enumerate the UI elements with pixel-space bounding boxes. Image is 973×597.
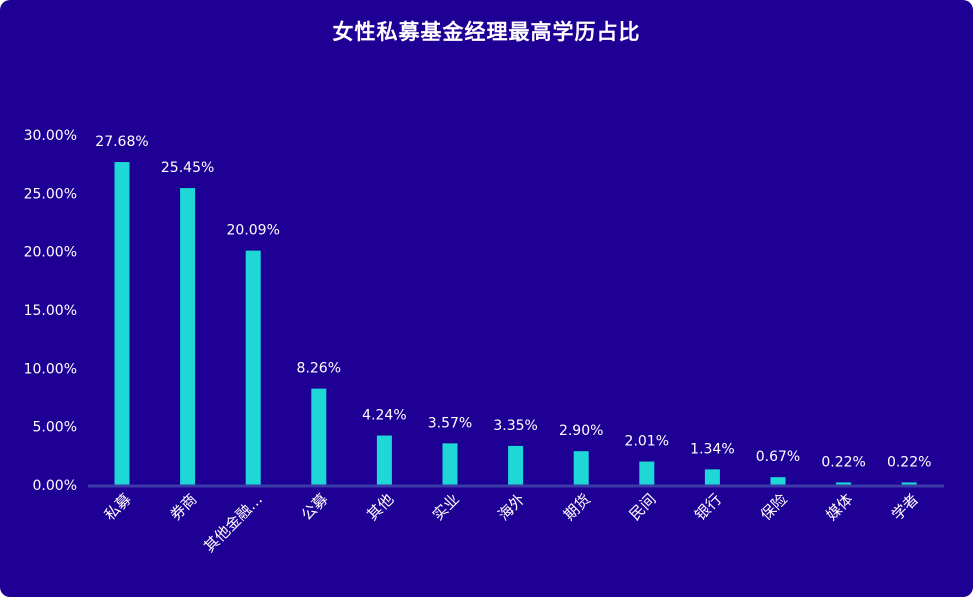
x-axis: 私募 券商 其他金融… 公募 其他 实业 海外 期货 民间 银行 保险 媒体 学者 [101,490,922,556]
data-label: 2.90% [559,423,603,439]
x-tick-label: 民间 [626,490,660,524]
y-tick-label: 15.00% [24,303,77,319]
data-label: 0.67% [756,449,800,465]
bar [114,162,130,486]
y-tick-label: 25.00% [24,186,77,202]
bar [180,188,196,486]
bar [508,445,524,485]
x-tick-label: 实业 [429,490,463,524]
bar [573,451,589,485]
y-tick-label: 30.00% [24,128,77,144]
data-label: 1.34% [690,441,734,457]
data-label: 3.35% [493,418,537,434]
data-label: 25.45% [161,160,214,176]
bar [245,250,261,485]
x-tick-label: 其他 [363,490,397,524]
y-tick-label: 20.00% [24,245,77,261]
data-label: 2.01% [625,434,669,450]
y-tick-label: 10.00% [24,361,77,377]
x-tick-label: 海外 [494,490,528,524]
bar [836,482,852,485]
data-label: 0.22% [887,454,931,470]
data-labels: 27.68% 25.45% 20.09% 8.26% 4.24% 3.57% 3.35% 2.… [95,134,931,470]
bar [770,477,786,485]
x-tick-label: 其他金融… [200,490,266,556]
data-label: 3.57% [428,415,472,431]
x-tick-label: 学者 [888,490,922,524]
data-label: 20.09% [227,223,280,239]
y-tick-label: 0.00% [33,478,77,494]
x-tick-label: 媒体 [822,490,856,524]
x-tick-label: 银行 [691,490,725,524]
y-axis: 0.00% 5.00% 10.00% 15.00% 20.00% 25.00% 30.00% [24,128,77,494]
data-label: 4.24% [362,408,406,424]
x-tick-label: 私募 [101,490,135,524]
bar-series [114,162,917,486]
y-tick-label: 5.00% [33,420,77,436]
bar [901,482,917,485]
bar [639,461,655,485]
x-tick-label: 公募 [298,490,332,524]
bar [704,469,720,485]
bar [442,443,458,485]
data-label: 27.68% [95,134,148,150]
x-tick-label: 券商 [166,490,200,524]
bar [376,435,392,485]
data-label: 8.26% [297,361,341,377]
x-tick-label: 期货 [560,490,594,524]
chart-title: 女性私募基金经理最高学历占比 [332,20,641,44]
data-label: 0.22% [821,454,865,470]
bar [311,388,327,485]
x-tick-label: 保险 [757,490,791,524]
